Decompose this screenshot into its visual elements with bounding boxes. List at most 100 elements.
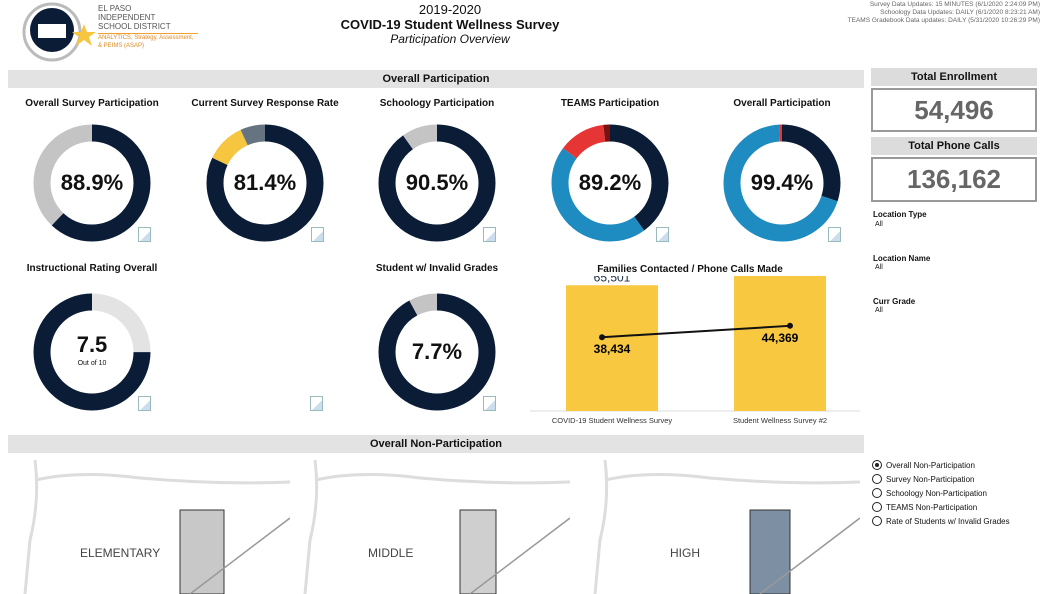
map-region[interactable]	[749, 509, 791, 594]
radio-label: Overall Non-Participation	[886, 460, 975, 470]
update-line: Schoology Data Updates: DAILY (6/1/2020 …	[880, 9, 1040, 16]
donut-segment[interactable]	[551, 124, 669, 242]
radio-label: Rate of Students w/ Invalid Grades	[886, 516, 1010, 526]
map-region[interactable]	[459, 509, 497, 594]
page-subtitle: Participation Overview	[390, 32, 510, 46]
map-level-label: ELEMENTARY	[80, 546, 160, 560]
donut-chart	[378, 124, 496, 242]
total-enrollment-label: Total Enrollment	[871, 68, 1037, 86]
map-road	[189, 517, 290, 594]
data-update-info: Survey Data Updates: 15 MINUTES (6/1/202…	[848, 1, 1040, 25]
radio-button[interactable]	[872, 502, 882, 512]
org-name: EL PASO INDEPENDENT SCHOOL DISTRICT ANAL…	[98, 4, 198, 50]
radio-label: Schoology Non-Participation	[886, 488, 987, 498]
radio-option[interactable]: Overall Non-Participation	[872, 460, 975, 470]
export-document-icon[interactable]	[828, 227, 841, 242]
map-level-label: HIGH	[670, 546, 700, 560]
map-road	[23, 460, 290, 594]
donut-segment[interactable]	[378, 124, 496, 242]
total-enrollment-value: 54,496	[871, 88, 1037, 132]
donut-segment[interactable]	[378, 293, 496, 411]
export-document-icon[interactable]	[483, 396, 496, 411]
export-document-icon[interactable]	[310, 396, 323, 411]
chart-title: Families Contacted / Phone Calls Made	[597, 264, 783, 275]
total-phone-calls-value: 136,162	[871, 157, 1037, 202]
radio-button[interactable]	[872, 516, 882, 526]
map-level-label: MIDDLE	[368, 546, 413, 560]
donut-chart	[206, 124, 324, 242]
line-label: 38,434	[594, 342, 631, 356]
bar-label: 65,501	[594, 276, 631, 284]
section-header-non-participation: Overall Non-Participation	[8, 435, 864, 453]
radio-option[interactable]: Schoology Non-Participation	[872, 488, 987, 498]
radio-button[interactable]	[872, 488, 882, 498]
phone-calls-line	[601, 324, 791, 339]
donut-title: Instructional Rating Overall	[26, 263, 158, 274]
section-header-participation: Overall Participation	[8, 70, 864, 88]
district-map[interactable]: HIGH	[590, 460, 860, 594]
export-document-icon[interactable]	[656, 227, 669, 242]
export-document-icon[interactable]	[483, 227, 496, 242]
donut-segment[interactable]	[551, 124, 669, 242]
donut-title: Schoology Participation	[379, 98, 495, 109]
donut-title: Current Survey Response Rate	[191, 98, 339, 109]
donut-value: 89.2%	[578, 170, 642, 195]
radio-button[interactable]	[872, 474, 882, 484]
donut-chart	[723, 124, 841, 242]
radio-option[interactable]: TEAMS Non-Participation	[872, 502, 977, 512]
filter-location-type-label: Location Type	[873, 210, 927, 219]
donut-value: 88.9%	[60, 170, 124, 195]
map-road	[469, 517, 570, 594]
category-label: Student Wellness Survey #2	[733, 416, 827, 425]
org-line: EL PASO	[98, 4, 132, 13]
org-line: SCHOOL DISTRICT	[98, 22, 171, 31]
donut-segment[interactable]	[206, 124, 324, 242]
donut-value: 99.4%	[750, 170, 814, 195]
donut-segment[interactable]	[723, 124, 841, 242]
donut-segment[interactable]	[33, 293, 151, 411]
bar-families-contacted[interactable]	[734, 276, 826, 411]
donut-subtext: Out of 10	[77, 360, 107, 367]
donut-title: TEAMS Participation	[560, 98, 660, 109]
donut-chart	[551, 124, 669, 242]
donut-value: 7.7%	[411, 339, 463, 364]
district-map[interactable]: ELEMENTARY	[20, 460, 290, 594]
donut-value: 90.5%	[405, 170, 469, 195]
page-title: COVID-19 Student Wellness Survey	[340, 17, 560, 32]
org-subtitle: ANALYTICS, Strategy, Assessment, & PEIMS…	[98, 33, 198, 50]
filter-location-name[interactable]: All	[875, 264, 883, 271]
radio-label: Survey Non-Participation	[886, 474, 975, 484]
report-year: 2019-2020	[418, 2, 482, 17]
total-phone-calls-label: Total Phone Calls	[871, 137, 1037, 155]
donut-title: Student w/ Invalid Grades	[375, 263, 499, 274]
phone-calls-point[interactable]	[599, 334, 605, 341]
donut-segment[interactable]	[33, 124, 151, 242]
district-map[interactable]: MIDDLE	[300, 460, 570, 594]
bar-families-contacted[interactable]	[566, 285, 658, 411]
update-line: TEAMS Gradebook Data updates: DAILY (5/3…	[847, 17, 1040, 24]
map-road	[303, 460, 570, 594]
donut-title: Overall Participation	[733, 98, 831, 109]
filter-curr-grade[interactable]: All	[875, 307, 883, 314]
export-document-icon[interactable]	[138, 396, 151, 411]
donut-segment[interactable]	[723, 124, 841, 242]
map-road	[759, 517, 860, 594]
phone-calls-point[interactable]	[787, 322, 793, 329]
radio-option[interactable]: Rate of Students w/ Invalid Grades	[872, 516, 1010, 526]
export-document-icon[interactable]	[311, 227, 324, 242]
radio-button[interactable]	[872, 460, 882, 470]
district-logo	[20, 2, 96, 62]
map-region[interactable]	[179, 509, 225, 594]
donut-value: 81.4%	[233, 170, 297, 195]
export-document-icon[interactable]	[138, 227, 151, 242]
category-label: COVID-19 Student Wellness Survey	[552, 416, 673, 425]
filter-location-type[interactable]: All	[875, 221, 883, 228]
donut-title: Overall Survey Participation	[25, 98, 159, 109]
org-line: INDEPENDENT	[98, 13, 156, 22]
donut-chart	[33, 124, 151, 242]
filter-location-name-label: Location Name	[873, 254, 931, 263]
filter-curr-grade-label: Curr Grade	[873, 297, 916, 306]
radio-option[interactable]: Survey Non-Participation	[872, 474, 974, 484]
line-label: 44,369	[762, 331, 799, 345]
